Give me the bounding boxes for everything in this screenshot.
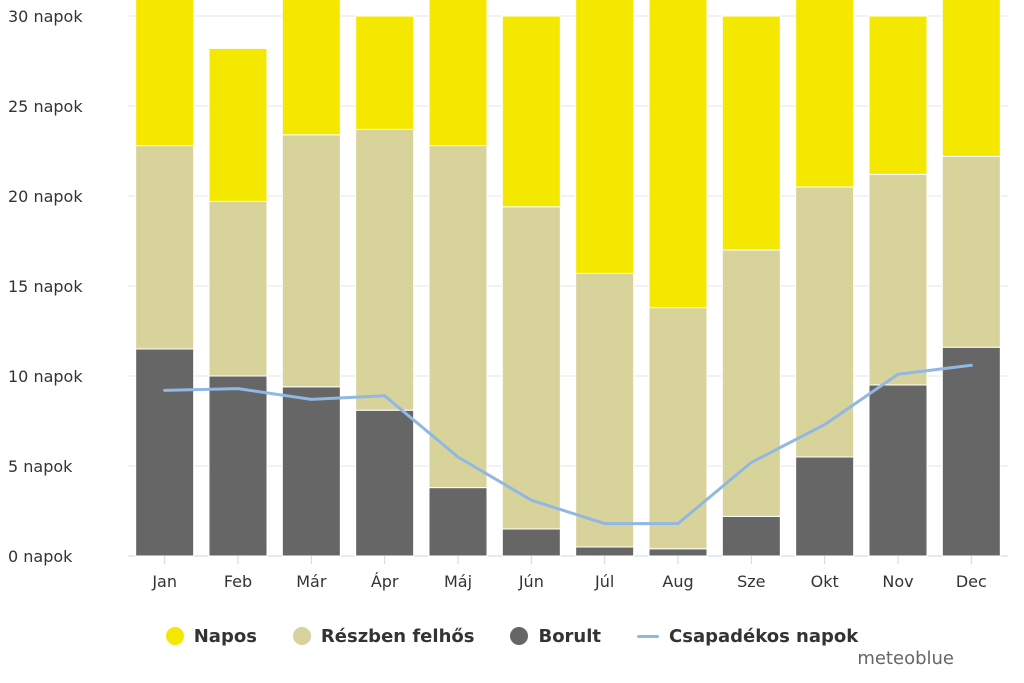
- bar-segment: [575, 272, 635, 548]
- legend-label-borult: Borult: [538, 625, 602, 647]
- bar-segment: [721, 249, 781, 517]
- bar-segment: [648, 307, 708, 550]
- y-axis-ticks: 0 napok 5 napok 10 napok 15 napok 20 napok 25…: [8, 7, 83, 566]
- bars: [135, 0, 1001, 557]
- bar-segment: [721, 515, 781, 557]
- legend-item-napos[interactable]: Napos: [165, 625, 257, 647]
- legend-item-reszben-felhos[interactable]: Részben felhős: [292, 625, 475, 647]
- x-tick-label: Jan: [151, 572, 177, 591]
- precipitation-line: [163, 363, 973, 526]
- bar-segment: [428, 0, 488, 147]
- bar-segment: [355, 409, 415, 557]
- x-tick-label: Okt: [811, 572, 839, 591]
- bar-segment: [575, 0, 635, 274]
- bar-segment: [355, 15, 415, 130]
- bar-segment: [501, 528, 561, 557]
- bar-segment: [208, 200, 268, 377]
- x-tick-label: Dec: [956, 572, 987, 591]
- bar-segment: [501, 206, 561, 530]
- x-tick-label: Nov: [882, 572, 913, 591]
- y-tick-label: 0 napok: [8, 547, 73, 566]
- bar-segment: [868, 15, 928, 175]
- bar-segment: [281, 386, 341, 557]
- legend-label-reszben-felhos: Részben felhős: [320, 625, 475, 647]
- bar-segment: [428, 145, 488, 489]
- y-tick-label: 25 napok: [8, 97, 83, 116]
- bar-segment: [648, 0, 708, 309]
- y-tick-label: 30 napok: [8, 7, 83, 26]
- bar-segment: [355, 128, 415, 411]
- x-tick-label: Máj: [444, 572, 472, 591]
- bar-segment: [135, 348, 195, 557]
- bar-segment: [135, 145, 195, 350]
- bar-segment: [428, 487, 488, 557]
- bar-segment: [941, 155, 1001, 348]
- bar-segment: [795, 186, 855, 458]
- x-tick-label: Ápr: [371, 572, 399, 591]
- legend-marker-reszben-felhos: [292, 627, 311, 645]
- bar-segment: [208, 47, 268, 202]
- bar-segment: [941, 346, 1001, 557]
- bar-segment: [648, 548, 708, 557]
- bar-segment: [575, 546, 635, 557]
- legend-marker-napos: [165, 627, 184, 645]
- legend-marker-borult: [510, 627, 529, 645]
- x-tick-label: Sze: [737, 572, 765, 591]
- x-tick-label: Aug: [662, 572, 693, 591]
- x-tick-label: Már: [296, 572, 327, 591]
- grid-lines: [128, 15, 1008, 557]
- y-tick-label: 15 napok: [8, 277, 83, 296]
- bar-segment: [208, 375, 268, 557]
- legend-item-borult[interactable]: Borult: [510, 626, 601, 647]
- bar-segment: [795, 0, 855, 188]
- bar-segment: [795, 456, 855, 557]
- legend-marker-csapadekos-napok: [637, 634, 660, 638]
- bar-segment: [941, 0, 1001, 157]
- y-tick-label: 10 napok: [8, 367, 83, 386]
- legend-item-csapadekos-napok[interactable]: Csapadékos napok: [637, 626, 858, 647]
- x-tick-label: Jún: [518, 572, 544, 591]
- bar-segment: [721, 15, 781, 251]
- bar-segment: [501, 15, 561, 208]
- legend-label-napos: Napos: [193, 625, 257, 647]
- y-tick-label: 5 napok: [8, 457, 73, 476]
- series-line: [163, 363, 973, 526]
- x-axis-ticks: Jan Feb Már Ápr Máj Jún Júl Aug Sze Okt Nov Dec: [151, 556, 987, 591]
- x-tick-label: Feb: [224, 572, 252, 591]
- bar-segment: [281, 134, 341, 388]
- bar-segment: [135, 0, 195, 147]
- brand-credit: meteoblue: [857, 648, 954, 669]
- legend: Napos Részben felhős Borult Csapadékos n…: [0, 618, 1024, 654]
- bar-segment: [281, 0, 341, 136]
- chart: 0 napok 5 napok 10 napok 15 napok 20 napok 25…: [8, 0, 1008, 591]
- x-tick-label: Júl: [594, 572, 614, 591]
- y-tick-label: 20 napok: [8, 187, 83, 206]
- bar-segment: [868, 173, 928, 386]
- legend-label-csapadekos-napok: Csapadékos napok: [669, 625, 859, 647]
- bar-segment: [868, 384, 928, 557]
